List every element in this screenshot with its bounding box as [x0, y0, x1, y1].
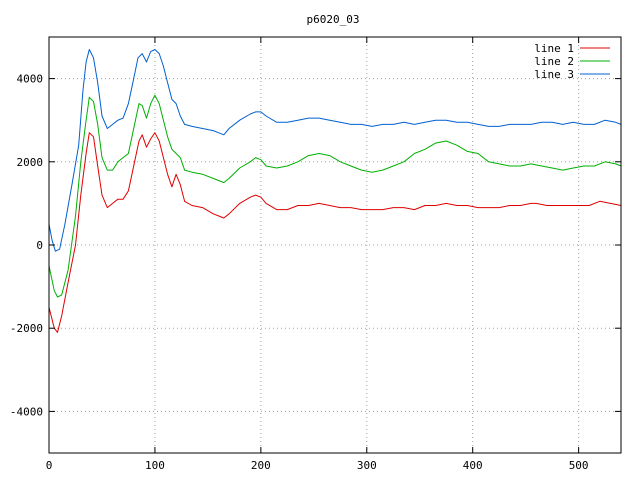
- series-line-1: [48, 132, 622, 333]
- y-tick-label: -2000: [10, 322, 43, 335]
- legend-label: line 2: [534, 55, 574, 68]
- x-tick-label: 200: [251, 459, 271, 472]
- legend-label: line 1: [534, 42, 574, 55]
- x-tick-label: 100: [145, 459, 165, 472]
- series-line-2: [48, 94, 622, 298]
- series-line-3: [48, 49, 622, 252]
- plot-frame: [48, 36, 622, 454]
- y-axis-ticks: -4000 -2000 0 2000 4000: [10, 73, 621, 418]
- x-tick-label: 300: [357, 459, 377, 472]
- y-tick-label: 4000: [17, 73, 44, 86]
- x-tick-label: 400: [463, 459, 483, 472]
- y-tick-label: -4000: [10, 405, 43, 418]
- series-lines: [48, 49, 622, 333]
- y-tick-label: 0: [36, 239, 43, 252]
- legend-label: line 3: [534, 68, 574, 81]
- grid-lines: [49, 37, 621, 453]
- x-tick-label: 500: [569, 459, 589, 472]
- x-tick-label: 0: [46, 459, 53, 472]
- y-tick-label: 2000: [17, 156, 44, 169]
- chart-title: p6020_03: [307, 13, 360, 26]
- x-axis-ticks: 0 100 200 300 400 500: [46, 37, 589, 472]
